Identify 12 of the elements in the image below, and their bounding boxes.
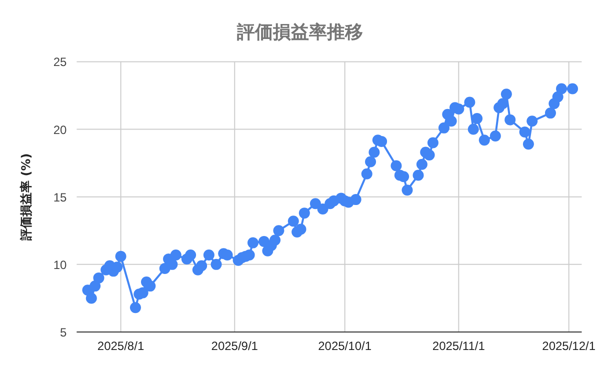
- x-tick-label: 2025/11/1: [432, 339, 486, 353]
- x-tick-label: 2025/8/1: [97, 339, 144, 353]
- y-tick-label: 25: [53, 55, 68, 70]
- x-tick-label: 2025/9/1: [211, 339, 258, 353]
- x-tick-label: 2025/12/1: [542, 339, 596, 353]
- y-axis-title: 評価損益率 (%): [19, 153, 33, 242]
- y-tick-label: 20: [53, 122, 68, 137]
- y-tick-label: 5: [60, 326, 68, 340]
- chart-title: 評価損益率推移: [236, 22, 363, 43]
- y-tick-label: 15: [53, 190, 68, 204]
- x-tick-label: 2025/10/1: [318, 339, 372, 353]
- y-tick-label: 10: [53, 258, 68, 272]
